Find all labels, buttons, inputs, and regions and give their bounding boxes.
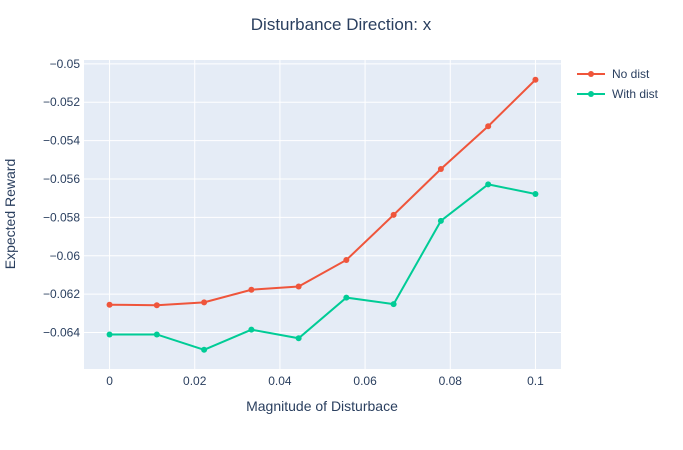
data-point <box>201 299 208 306</box>
data-point <box>532 190 539 197</box>
data-point <box>485 123 492 130</box>
data-point <box>343 256 350 263</box>
x-tick-label: 0.04 <box>268 374 292 388</box>
x-tick-label: 0 <box>106 374 113 388</box>
data-point <box>248 326 255 333</box>
data-point <box>153 331 160 338</box>
data-point <box>390 211 397 218</box>
data-point <box>295 283 302 290</box>
chart-title: Disturbance Direction: x <box>251 15 432 34</box>
data-point <box>153 302 160 309</box>
data-point <box>532 76 539 83</box>
data-point <box>248 286 255 293</box>
series-with-dist <box>106 181 539 353</box>
y-tick-labels: −0.064 −0.062 −0.06 −0.058 −0.056 −0.054 −0.05… <box>43 57 80 340</box>
y-gridlines <box>84 63 561 334</box>
x-tick-label: 0.1 <box>527 374 544 388</box>
x-tick-label: 0.08 <box>439 374 463 388</box>
legend-label: No dist <box>612 67 650 81</box>
plot-background <box>84 60 561 369</box>
y-tick-label: −0.054 <box>43 134 80 148</box>
x-axis-title: Magnitude of Disturbace <box>246 398 398 414</box>
legend-marker <box>588 91 594 97</box>
y-tick-label: −0.05 <box>50 57 81 71</box>
data-point <box>390 301 397 308</box>
legend-item: With dist <box>577 87 659 101</box>
legend-label: With dist <box>612 87 659 101</box>
y-tick-label: −0.052 <box>43 95 80 109</box>
data-point <box>106 301 113 308</box>
legend-marker <box>588 71 594 77</box>
x-tick-label: 0.02 <box>183 374 207 388</box>
y-tick-label: −0.062 <box>43 287 80 301</box>
x-tick-labels: 0 0.02 0.04 0.06 0.08 0.1 <box>106 374 544 388</box>
data-point <box>201 346 208 353</box>
legend: No dist With dist <box>577 67 659 101</box>
y-tick-label: −0.06 <box>50 249 81 263</box>
data-point <box>295 335 302 342</box>
y-tick-label: −0.058 <box>43 210 80 224</box>
data-point <box>437 217 444 224</box>
series-line <box>109 183 536 351</box>
data-point <box>106 331 113 338</box>
series-layer <box>106 76 539 353</box>
data-point <box>343 294 350 301</box>
data-point <box>485 181 492 188</box>
x-tick-label: 0.06 <box>353 374 377 388</box>
series-no-dist <box>106 76 539 309</box>
y-tick-label: −0.064 <box>43 326 80 340</box>
y-axis-title: Expected Reward <box>2 159 18 270</box>
y-tick-label: −0.056 <box>43 172 80 186</box>
series-line <box>109 79 537 307</box>
legend-item: No dist <box>577 67 650 81</box>
data-point <box>437 166 444 173</box>
